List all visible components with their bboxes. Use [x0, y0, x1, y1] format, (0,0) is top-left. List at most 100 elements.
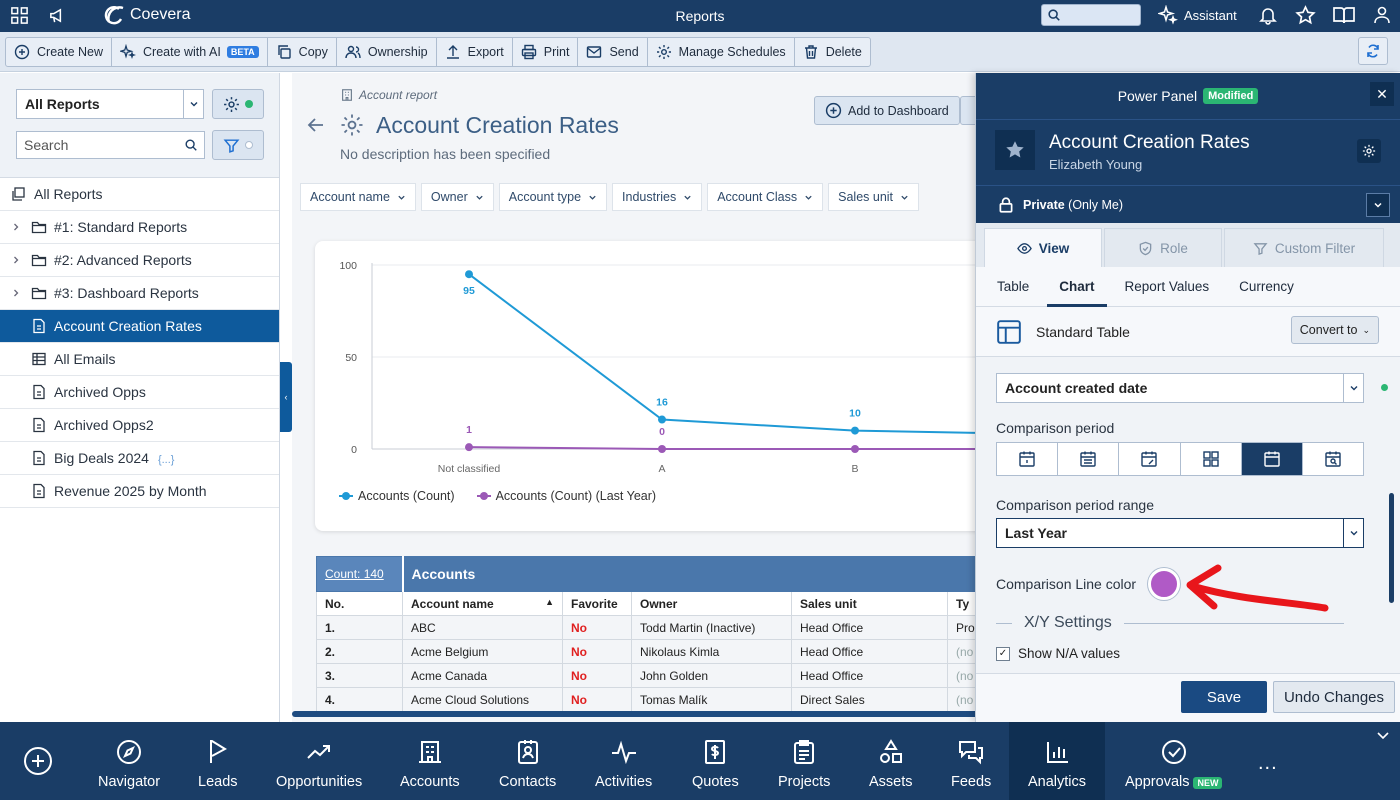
column-header-sorted[interactable]: Account name ▲ [402, 591, 563, 616]
nav-navigator[interactable]: Navigator [98, 722, 160, 800]
bell-icon[interactable] [1258, 5, 1278, 25]
plus-circle-icon[interactable] [22, 745, 54, 777]
nav-assets[interactable]: Assets [869, 722, 913, 800]
subtab-report-values[interactable]: Report Values [1124, 279, 1210, 294]
table-row[interactable]: 4. Acme Cloud Solutions No Tomas Malík Direc… [316, 687, 982, 712]
nav-contacts[interactable]: Contacts [499, 722, 556, 800]
add-to-dashboard-button[interactable]: Add to Dashboard [814, 96, 960, 125]
filter-industries[interactable]: Industries [612, 183, 703, 211]
star-icon[interactable] [1295, 5, 1316, 26]
user-icon[interactable] [1373, 5, 1391, 25]
table-cell[interactable]: Acme Canada [402, 663, 563, 688]
sidebar-collapse-handle[interactable]: ‹ [280, 362, 292, 432]
show-na-checkbox[interactable]: ✓ [996, 646, 1010, 661]
sidebar-settings-button[interactable] [212, 89, 264, 119]
sidebar-item-revenue-2025[interactable]: Revenue 2025 by Month [0, 475, 279, 508]
nav-feeds[interactable]: Feeds [951, 722, 991, 800]
sidebar-item-archived-opps2[interactable]: Archived Opps2 [0, 409, 279, 442]
privacy-selector[interactable]: Private (Only Me) [976, 185, 1400, 223]
period-day-button[interactable] [997, 443, 1059, 475]
chevron-down-icon[interactable] [1376, 728, 1390, 742]
table-row[interactable]: 3. Acme Canada No John Golden Head Office (no [316, 663, 982, 688]
period-custom-button[interactable] [1303, 443, 1363, 475]
assistant-button[interactable]: Assistant [1158, 5, 1237, 25]
tab-view[interactable]: View [984, 228, 1102, 267]
filter-account-name[interactable]: Account name [300, 183, 416, 211]
table-cell[interactable]: Acme Belgium [402, 639, 563, 664]
export-button[interactable]: Export [437, 37, 513, 66]
megaphone-icon[interactable] [48, 6, 67, 25]
period-month-button[interactable] [1119, 443, 1181, 475]
nav-accounts[interactable]: Accounts [400, 722, 460, 800]
nav-projects[interactable]: Projects [778, 722, 830, 800]
convert-to-button[interactable]: Convert to ⌄ [1290, 316, 1379, 344]
date-field-select[interactable]: Account created date [996, 373, 1364, 403]
report-folder-select[interactable]: All Reports [16, 89, 204, 119]
privacy-dropdown-button[interactable] [1366, 193, 1390, 217]
undo-changes-button[interactable]: Undo Changes [1273, 681, 1395, 713]
gear-icon[interactable] [340, 113, 364, 137]
print-button[interactable]: Print [513, 37, 579, 66]
column-header[interactable]: No. [316, 591, 403, 616]
filter-owner[interactable]: Owner [420, 183, 494, 211]
legend-item-last-year[interactable]: Accounts (Count) (Last Year) [476, 489, 656, 503]
table-row[interactable]: 1. ABC No Todd Martin (Inactive) Head Office… [316, 615, 982, 640]
sidebar-search-input[interactable]: Search [16, 131, 205, 159]
global-search-input[interactable] [1041, 4, 1141, 26]
column-header[interactable]: Sales unit [791, 591, 948, 616]
create-new-button[interactable]: Create New [6, 37, 112, 66]
send-button[interactable]: Send [578, 37, 648, 66]
subtab-table[interactable]: Table [997, 279, 1030, 294]
ownership-button[interactable]: Ownership [337, 37, 437, 66]
back-arrow-icon[interactable] [306, 115, 326, 135]
subtab-currency[interactable]: Currency [1239, 279, 1294, 294]
sidebar-item-all-reports[interactable]: All Reports [0, 178, 279, 211]
nav-quotes[interactable]: Quotes [692, 722, 739, 800]
period-year-button[interactable] [1241, 443, 1303, 475]
tab-role[interactable]: Role [1104, 228, 1222, 267]
comparison-range-select[interactable]: Last Year [996, 518, 1364, 548]
legend-item-current[interactable]: Accounts (Count) [339, 489, 455, 503]
nav-more-button[interactable]: ... [1258, 752, 1278, 774]
save-button[interactable]: Save [1181, 681, 1267, 713]
panel-settings-button[interactable] [1357, 139, 1381, 163]
table-row[interactable]: 2. Acme Belgium No Nikolaus Kimla Head Offic… [316, 639, 982, 664]
sidebar-filter-button[interactable] [212, 130, 264, 160]
subtab-chart[interactable]: Chart [1047, 267, 1107, 307]
tab-custom-filter[interactable]: Custom Filter [1224, 228, 1388, 391]
filter-account-class[interactable]: Account Class [707, 183, 824, 211]
period-week-button[interactable] [1058, 443, 1120, 475]
nav-approvals[interactable]: Approvals NEW [1125, 722, 1223, 800]
horizontal-scrollbar[interactable] [292, 711, 982, 717]
table-cell[interactable]: ABC [402, 615, 563, 640]
column-header[interactable]: Favorite [562, 591, 632, 616]
close-panel-button[interactable]: ✕ [1370, 82, 1394, 106]
column-header[interactable]: Owner [631, 591, 792, 616]
filter-sales-unit[interactable]: Sales unit [828, 183, 920, 211]
favorite-button[interactable] [995, 130, 1035, 170]
nav-opportunities[interactable]: Opportunities [276, 722, 362, 800]
nav-activities[interactable]: Activities [595, 722, 652, 800]
refresh-button[interactable] [1358, 37, 1388, 65]
sidebar-item-big-deals-2024[interactable]: Big Deals 2024 {...} [0, 442, 279, 475]
period-quarter-button[interactable] [1181, 443, 1242, 475]
book-icon[interactable] [1332, 4, 1356, 26]
create-with-ai-button[interactable]: Create with AI BETA [112, 37, 268, 66]
sidebar-item-dashboard-reports[interactable]: #3: Dashboard Reports [0, 277, 279, 310]
apps-grid-icon[interactable] [10, 6, 29, 25]
nav-analytics[interactable]: Analytics [1009, 722, 1105, 800]
sidebar-item-standard-reports[interactable]: #1: Standard Reports [0, 211, 279, 244]
sidebar-item-all-emails[interactable]: All Emails [0, 343, 279, 376]
sidebar-item-archived-opps[interactable]: Archived Opps [0, 376, 279, 409]
panel-scrollbar[interactable] [1389, 493, 1394, 603]
delete-button[interactable]: Delete [795, 38, 870, 66]
filter-account-type[interactable]: Account type [498, 183, 608, 211]
comparison-color-swatch[interactable] [1148, 568, 1181, 600]
record-count-link[interactable]: Count: 140 [316, 556, 404, 592]
sidebar-item-advanced-reports[interactable]: #2: Advanced Reports [0, 244, 279, 277]
sidebar-item-account-creation-rates[interactable]: Account Creation Rates [0, 310, 279, 343]
table-cell[interactable]: Acme Cloud Solutions [402, 687, 563, 712]
copy-button[interactable]: Copy [268, 37, 337, 66]
manage-schedules-button[interactable]: Manage Schedules [648, 37, 795, 66]
nav-leads[interactable]: Leads [198, 722, 238, 800]
